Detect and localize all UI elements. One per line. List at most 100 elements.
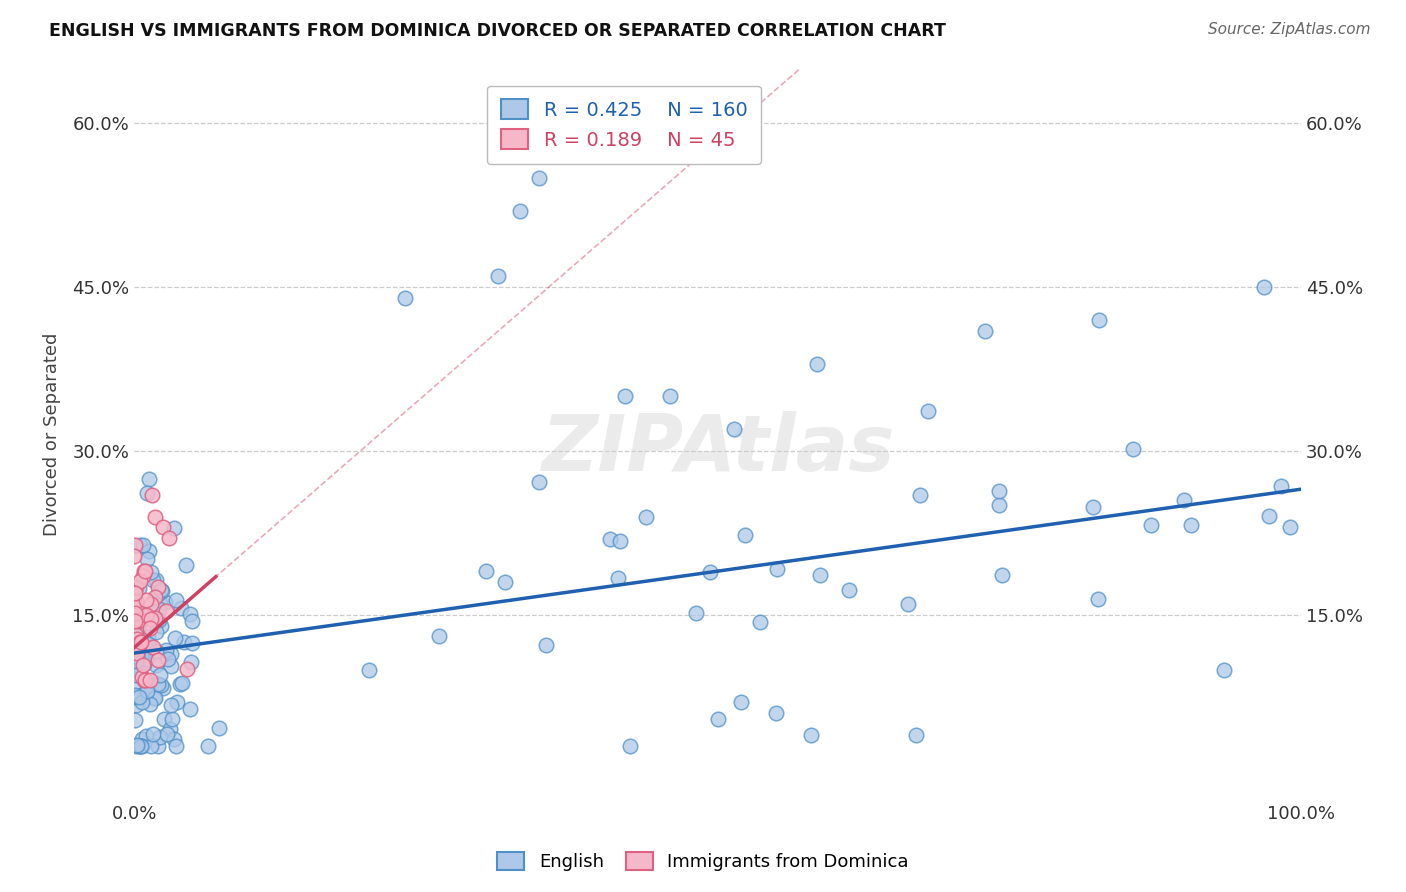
Point [1180,518,1202,533]
Point [139,612,162,626]
Point [159,647,181,661]
Point [897,597,920,611]
Point [181,614,204,628]
Point [128,635,150,649]
Point [125,594,148,608]
Point [634,509,657,524]
Point [706,712,728,726]
Point [142,573,165,587]
Point [990,567,1012,582]
Point [159,698,181,712]
Point [527,170,550,185]
Point [357,664,380,678]
Point [149,678,172,692]
Point [917,403,939,417]
Point [987,498,1010,512]
Point [176,663,198,677]
Point [125,646,148,660]
Point [131,653,153,667]
Point [135,609,157,624]
Point [139,597,162,611]
Point [134,686,156,700]
Point [125,612,148,626]
Point [148,652,170,666]
Point [135,593,157,607]
Point [124,714,146,728]
Point [127,637,149,651]
Point [765,706,787,721]
Legend: English, Immigrants from Dominica: English, Immigrants from Dominica [491,845,915,879]
Point [124,641,146,656]
Point [125,668,148,682]
Point [734,528,756,542]
Point [128,661,150,675]
Point [125,698,148,712]
Point [145,657,167,672]
Point [139,697,162,711]
Point [146,676,169,690]
Point [125,739,148,753]
Point [153,595,176,609]
Point [157,532,180,546]
Point [124,606,146,620]
Point [808,568,831,582]
Point [134,565,156,579]
Text: ENGLISH VS IMMIGRANTS FROM DOMINICA DIVORCED OR SEPARATED CORRELATION CHART: ENGLISH VS IMMIGRANTS FROM DOMINICA DIVO… [49,22,946,40]
Point [162,712,184,726]
Point [685,606,707,620]
Point [146,587,169,601]
Point [124,549,146,564]
Point [800,728,823,742]
Point [128,690,150,704]
Point [124,615,146,629]
Point [138,544,160,558]
Point [394,291,416,305]
Point [145,573,167,587]
Point [134,564,156,578]
Point [1279,520,1302,534]
Point [124,595,146,609]
Point [124,607,146,621]
Point [129,574,152,588]
Point [136,607,159,621]
Point [136,485,159,500]
Point [127,632,149,647]
Point [125,600,148,615]
Point [163,731,186,746]
Point [806,357,828,371]
Point [125,641,148,656]
Point [529,475,551,489]
Point [156,652,179,666]
Point [128,581,150,595]
Point [127,650,149,665]
Point [131,538,153,552]
Point [509,203,531,218]
Point [197,739,219,753]
Point [606,571,628,585]
Point [129,648,152,662]
Point [139,621,162,635]
Point [124,626,146,640]
Point [131,568,153,582]
Point [180,656,202,670]
Point [143,690,166,705]
Point [659,389,682,403]
Point [142,690,165,705]
Point [838,583,860,598]
Point [135,730,157,744]
Point [536,638,558,652]
Point [427,629,450,643]
Point [1140,517,1163,532]
Point [156,727,179,741]
Point [148,601,170,615]
Point [124,586,146,600]
Point [149,619,172,633]
Point [124,614,146,628]
Point [125,654,148,668]
Point [494,575,516,590]
Text: Source: ZipAtlas.com: Source: ZipAtlas.com [1208,22,1371,37]
Point [170,676,193,690]
Point [141,565,163,579]
Point [1083,500,1105,514]
Point [723,422,745,436]
